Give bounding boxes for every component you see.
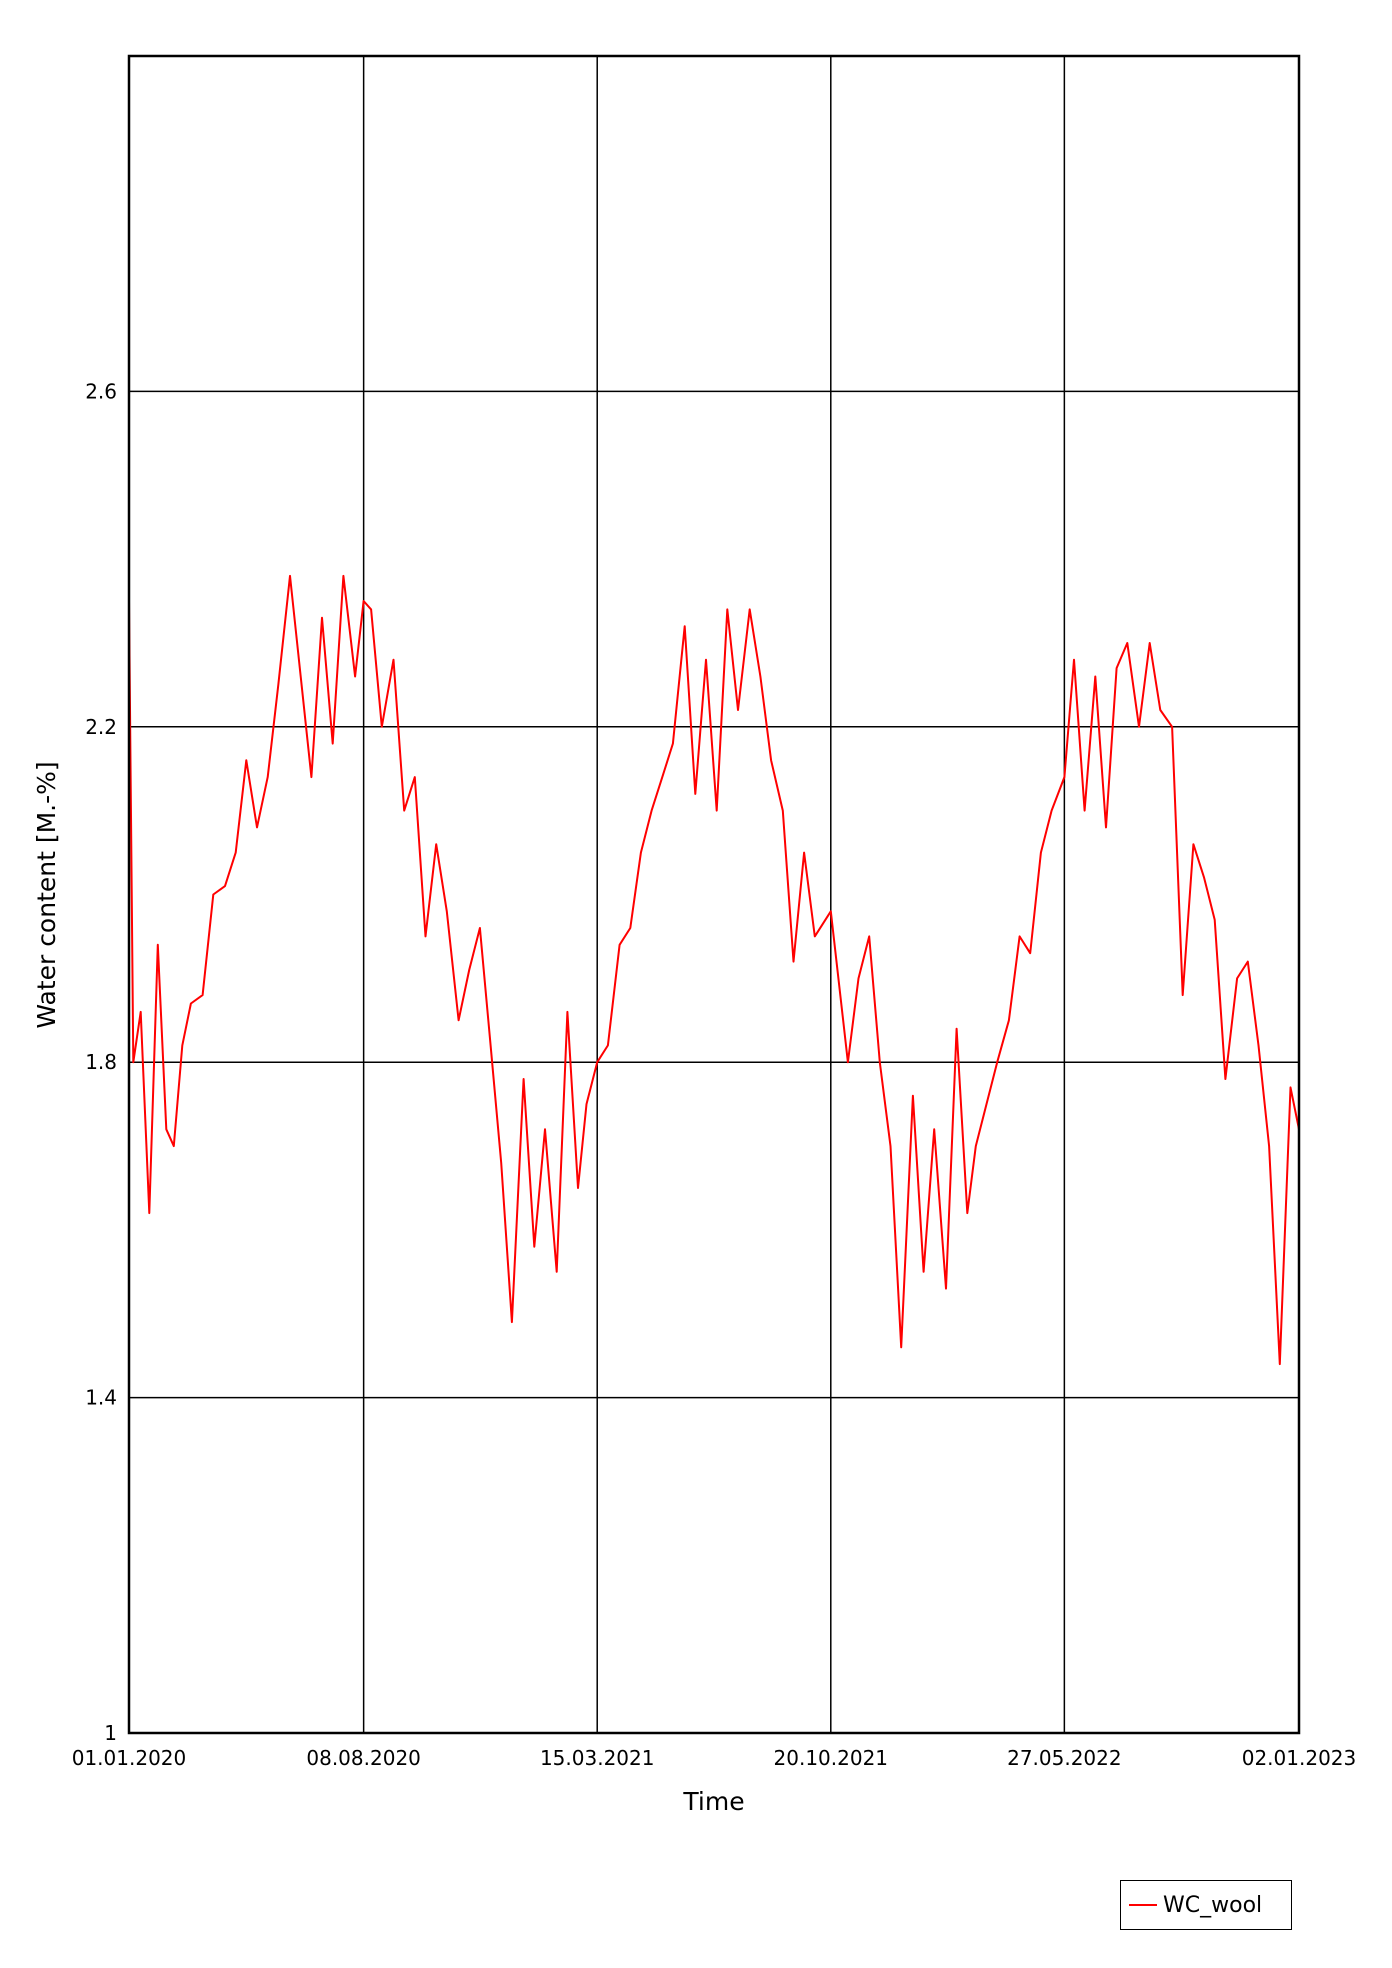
legend-swatch-wc-wool: [1129, 1904, 1157, 1906]
legend-label-wc-wool: WC_wool: [1163, 1892, 1263, 1918]
y-tick-label: 2.2: [85, 715, 117, 739]
x-tick-label: 27.05.2022: [1007, 1746, 1122, 1770]
series-line-wc-wool: [128, 574, 1300, 1366]
y-tick-label: 1: [104, 1721, 117, 1745]
y-tick-label: 2.6: [85, 379, 117, 403]
series-layer: [128, 574, 1300, 1366]
plot-frame: [127, 54, 1301, 1735]
x-tick-labels: 01.01.2020 08.08.2020 15.03.2021 20.10.2021…: [72, 1746, 1357, 1770]
legend: WC_wool: [1120, 1880, 1292, 1930]
x-tick-label: 20.10.2021: [774, 1746, 889, 1770]
x-tick-label: 01.01.2020: [72, 1746, 187, 1770]
y-tick-label: 1.4: [85, 1386, 117, 1410]
x-tick-label: 08.08.2020: [306, 1746, 421, 1770]
x-tick-label: 15.03.2021: [540, 1746, 655, 1770]
x-tick-label: 02.01.2023: [1242, 1746, 1357, 1770]
y-axis-title: Water content [M.-%]: [32, 761, 61, 1028]
y-tick-label: 1.8: [85, 1050, 117, 1074]
x-axis-title: Time: [682, 1787, 744, 1816]
y-tick-labels: 1 1.4 1.8 2.2 2.6: [85, 379, 117, 1745]
plot-background: [129, 56, 1299, 1733]
